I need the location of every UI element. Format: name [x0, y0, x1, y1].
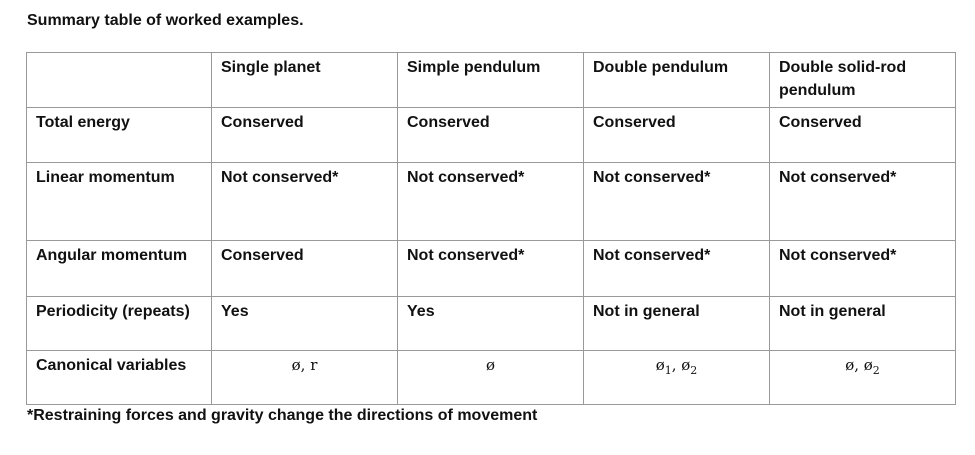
table-row: Periodicity (repeats) Yes Yes Not in gen…: [26, 296, 956, 351]
row-label: Total energy: [26, 107, 212, 163]
table-cell: Yes: [211, 296, 398, 351]
table-cell: Conserved: [583, 107, 770, 163]
row-label: Periodicity (repeats): [26, 296, 212, 351]
table-cell: Not conserved*: [397, 162, 584, 241]
math-text: ø: [655, 356, 665, 374]
header-cell: [26, 52, 212, 108]
math-cell: ø: [397, 350, 584, 405]
math-subscript: 2: [690, 364, 698, 377]
table-cell: Conserved: [769, 107, 956, 163]
table-cell: Conserved: [211, 240, 398, 297]
table-row: Linear momentum Not conserved* Not conse…: [26, 162, 956, 241]
table-cell: Not conserved*: [583, 162, 770, 241]
table-cell: Not conserved*: [397, 240, 584, 297]
header-cell: Double solid-rod pendulum: [769, 52, 956, 108]
row-label: Linear momentum: [26, 162, 212, 241]
header-row: Single planet Simple pendulum Double pen…: [26, 52, 956, 108]
math-cell: ø, r: [211, 350, 398, 405]
table-cell: Not conserved*: [583, 240, 770, 297]
row-label: Canonical variables: [26, 350, 212, 405]
footnote: *Restraining forces and gravity change t…: [27, 407, 538, 424]
header-cell: Simple pendulum: [397, 52, 584, 108]
table-cell: Not conserved*: [769, 240, 956, 297]
table-cell: Not conserved*: [769, 162, 956, 241]
math-text: ø: [485, 356, 496, 374]
table-row: Canonical variables ø, r ø ø1, ø2 ø, ø2: [26, 350, 956, 405]
header-cell: Single planet: [211, 52, 398, 108]
table-cell: Not in general: [769, 296, 956, 351]
math-text: ø, r: [291, 356, 318, 374]
table-cell: Not conserved*: [211, 162, 398, 241]
math-text: , ø: [671, 356, 691, 374]
math-cell: ø, ø2: [769, 350, 956, 405]
table-cell: Yes: [397, 296, 584, 351]
math-text: ø, ø: [845, 356, 873, 374]
table-row: Total energy Conserved Conserved Conserv…: [26, 107, 956, 163]
table-row: Angular momentum Conserved Not conserved…: [26, 240, 956, 297]
math-cell: ø1, ø2: [583, 350, 770, 405]
table-cell: Conserved: [211, 107, 398, 163]
row-label: Angular momentum: [26, 240, 212, 297]
math-subscript: 2: [872, 364, 880, 377]
summary-table: Single planet Simple pendulum Double pen…: [26, 52, 956, 405]
table-cell: Conserved: [397, 107, 584, 163]
table-cell: Not in general: [583, 296, 770, 351]
math-subscript: 1: [664, 364, 672, 377]
header-cell: Double pendulum: [583, 52, 770, 108]
table-caption: Summary table of worked examples.: [27, 12, 304, 29]
